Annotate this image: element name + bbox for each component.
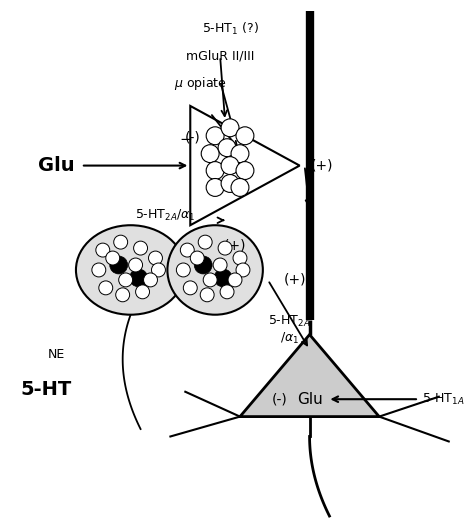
- Circle shape: [99, 281, 113, 295]
- Circle shape: [180, 243, 194, 257]
- Circle shape: [213, 258, 227, 272]
- Polygon shape: [240, 335, 379, 417]
- Circle shape: [128, 258, 143, 272]
- Circle shape: [201, 145, 219, 163]
- Circle shape: [203, 273, 217, 287]
- Circle shape: [106, 251, 120, 265]
- Circle shape: [231, 178, 249, 196]
- Text: 5-HT$_{1A}$: 5-HT$_{1A}$: [422, 392, 465, 407]
- Ellipse shape: [167, 225, 263, 315]
- Text: mGluR II/III: mGluR II/III: [186, 50, 254, 63]
- Polygon shape: [190, 106, 300, 225]
- Text: (+): (+): [283, 273, 306, 287]
- Circle shape: [221, 119, 239, 137]
- Circle shape: [96, 243, 110, 257]
- Circle shape: [190, 251, 204, 265]
- Circle shape: [114, 235, 128, 249]
- Circle shape: [228, 273, 242, 287]
- Circle shape: [206, 162, 224, 180]
- Circle shape: [118, 273, 133, 287]
- Circle shape: [218, 139, 236, 157]
- Circle shape: [129, 269, 147, 287]
- Circle shape: [221, 157, 239, 175]
- Text: NE: NE: [47, 348, 64, 361]
- Circle shape: [176, 263, 190, 277]
- Circle shape: [198, 235, 212, 249]
- Text: 5-HT$_1$ (?): 5-HT$_1$ (?): [201, 21, 258, 37]
- Text: (+): (+): [310, 158, 333, 173]
- Circle shape: [144, 273, 157, 287]
- Circle shape: [152, 263, 165, 277]
- Text: 5-HT$_{2A}$
/$\alpha_1$: 5-HT$_{2A}$ /$\alpha_1$: [268, 314, 311, 346]
- Circle shape: [218, 241, 232, 255]
- Circle shape: [148, 251, 163, 265]
- Circle shape: [220, 285, 234, 299]
- Circle shape: [236, 263, 250, 277]
- Text: Glu: Glu: [297, 392, 322, 407]
- Circle shape: [116, 288, 129, 302]
- Text: Glu: Glu: [38, 156, 74, 175]
- Circle shape: [206, 178, 224, 196]
- Text: $-$: $-$: [179, 130, 192, 145]
- Ellipse shape: [76, 225, 185, 315]
- Circle shape: [236, 162, 254, 180]
- Circle shape: [221, 175, 239, 192]
- Text: (-): (-): [272, 392, 288, 406]
- Circle shape: [214, 269, 232, 287]
- Circle shape: [194, 256, 212, 274]
- Circle shape: [236, 127, 254, 145]
- Circle shape: [110, 256, 128, 274]
- Text: 5-HT: 5-HT: [20, 380, 72, 399]
- Text: $\mu$ opiate: $\mu$ opiate: [174, 74, 227, 91]
- Circle shape: [134, 241, 147, 255]
- Circle shape: [200, 288, 214, 302]
- Text: (-): (-): [184, 131, 200, 145]
- Text: (+): (+): [224, 238, 246, 252]
- Circle shape: [183, 281, 197, 295]
- Text: 5-HT$_{2A}$/$\alpha_1$: 5-HT$_{2A}$/$\alpha_1$: [135, 208, 196, 223]
- Circle shape: [231, 145, 249, 163]
- Circle shape: [136, 285, 149, 299]
- Circle shape: [92, 263, 106, 277]
- Circle shape: [233, 251, 247, 265]
- Circle shape: [206, 127, 224, 145]
